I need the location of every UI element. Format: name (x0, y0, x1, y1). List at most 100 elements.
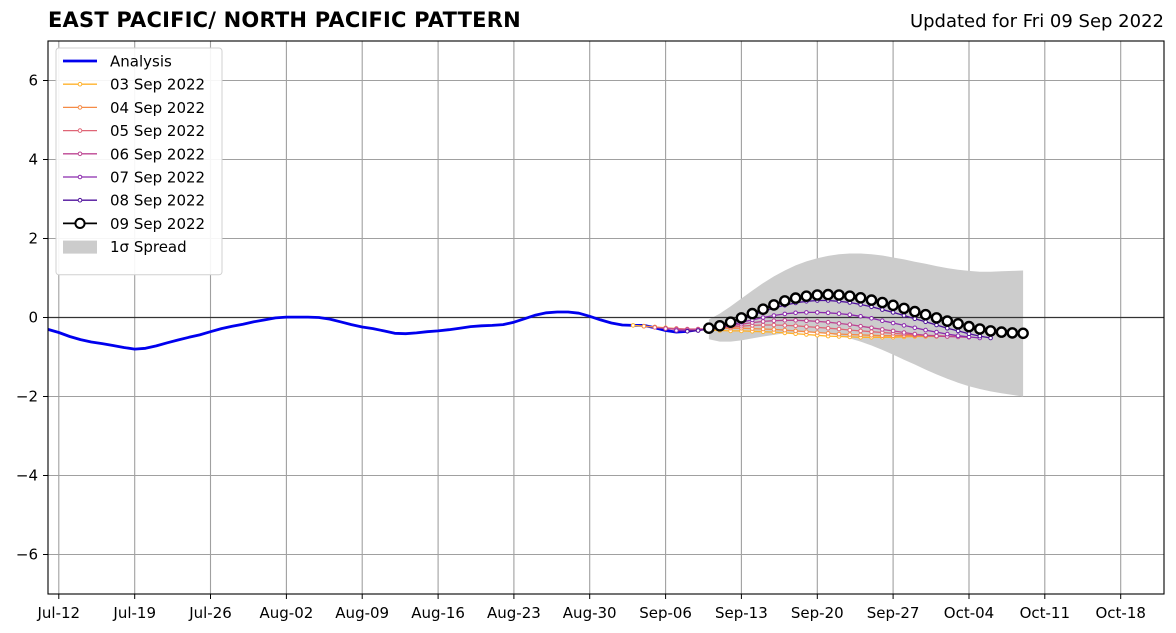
x-tick-label: Oct-11 (1020, 604, 1070, 622)
forecast-point (804, 324, 809, 329)
forecast-point (760, 319, 766, 324)
forecast-point (760, 326, 766, 332)
forecast-point (865, 294, 878, 306)
forecast-point (869, 329, 874, 335)
x-tick-label: Jul-26 (188, 604, 232, 622)
forecast-point (825, 310, 831, 316)
plot-area (48, 41, 1164, 594)
legend-label: 1σ Spread (110, 238, 187, 256)
forecast-point (880, 307, 885, 312)
forecast-point (714, 319, 726, 332)
legend-entry: 03 Sep 2022 (63, 76, 205, 94)
forecast-point (760, 322, 766, 328)
legend-marker (77, 174, 83, 180)
x-tick-label: Oct-18 (1095, 604, 1145, 622)
forecast-point (930, 312, 943, 324)
forecast-point (912, 325, 918, 331)
forecast-point (934, 333, 939, 339)
forecast-point (760, 315, 766, 320)
chart-subtitle: Updated for Fri 09 Sep 2022 (909, 11, 1164, 32)
forecast-point (771, 318, 777, 324)
forecast-point (703, 322, 715, 335)
forecast-point (789, 292, 802, 304)
forecast-point (955, 333, 961, 339)
forecast-point (901, 313, 907, 318)
forecast-point (663, 326, 668, 331)
forecast-point (793, 310, 798, 316)
forecast-point (815, 319, 820, 324)
x-tick-label: Aug-23 (487, 604, 541, 622)
forecast-point (966, 331, 972, 337)
legend-label: Analysis (110, 53, 172, 71)
y-tick-label: 2 (28, 230, 38, 248)
forecast-point (782, 318, 788, 323)
forecast-point (782, 311, 788, 317)
forecast-point (825, 325, 831, 331)
legend-box (55, 47, 223, 276)
forecast-point (811, 289, 824, 301)
legend-entry: 04 Sep 2022 (63, 99, 205, 117)
y-tick-label: 0 (28, 309, 38, 327)
forecast-point (858, 323, 863, 329)
forecast-point (945, 325, 950, 331)
forecast-point (771, 313, 777, 318)
legend-label: 08 Sep 2022 (110, 192, 205, 210)
forecast-point (923, 333, 928, 338)
y-tick-label: −4 (16, 467, 38, 485)
forecast-point (880, 327, 885, 332)
forecast-point (941, 315, 954, 327)
forecast-point (771, 322, 777, 328)
forecast-point (836, 321, 842, 326)
forecast-point (793, 318, 798, 323)
forecast-point (1006, 327, 1019, 339)
x-tick-label: Jul-12 (36, 604, 80, 622)
x-tick-label: Sep-13 (715, 604, 768, 622)
forecast-point (876, 296, 889, 309)
forecast-point (923, 319, 928, 325)
legend-marker (77, 128, 83, 133)
forecast-point (955, 328, 961, 334)
legend-entry: 09 Sep 2022 (63, 215, 205, 233)
legend-marker (77, 81, 83, 87)
legend-marker (74, 217, 86, 229)
forecast-point (847, 327, 853, 333)
forecast-point (880, 318, 885, 324)
forecast-point (934, 322, 939, 328)
forecast-point (757, 303, 769, 316)
forecast-point (804, 310, 809, 315)
legend: Analysis 03 Sep 2022 04 Sep 2022 05 Sep 202… (55, 47, 223, 276)
legend-label: 09 Sep 2022 (110, 215, 205, 233)
forecast-point (909, 305, 921, 318)
forecast-point (804, 329, 809, 335)
spread-band (708, 253, 1024, 397)
forecast-point (890, 328, 896, 334)
x-tick-label: Aug-30 (563, 604, 617, 622)
forecast-point (695, 328, 701, 333)
forecast-point (984, 325, 997, 337)
forecast-point (630, 323, 636, 328)
legend-swatch (63, 240, 97, 254)
x-tick-label: Aug-02 (260, 604, 314, 622)
forecast-point (847, 312, 853, 318)
forecast-point (977, 333, 983, 339)
legend-marker (77, 105, 83, 110)
legend-marker (77, 151, 83, 157)
legend-entry: Analysis (63, 53, 172, 71)
legend-label: 04 Sep 2022 (110, 99, 205, 117)
forecast-series (703, 288, 1029, 340)
forecast-point (869, 325, 874, 331)
legend-entry: 06 Sep 2022 (63, 145, 205, 163)
forecast-point (746, 307, 759, 320)
forecast-point (674, 328, 679, 333)
y-tick-label: −6 (16, 546, 38, 564)
y-tick-label: 4 (28, 151, 38, 169)
forecast-point (815, 330, 820, 335)
x-tick-label: Jul-19 (112, 604, 156, 622)
forecast-point (836, 311, 842, 316)
forecast-point (735, 312, 748, 324)
forecast-point (641, 323, 647, 329)
forecast-point (793, 323, 798, 329)
forecast-point (901, 330, 907, 335)
forecast-point (833, 289, 845, 301)
